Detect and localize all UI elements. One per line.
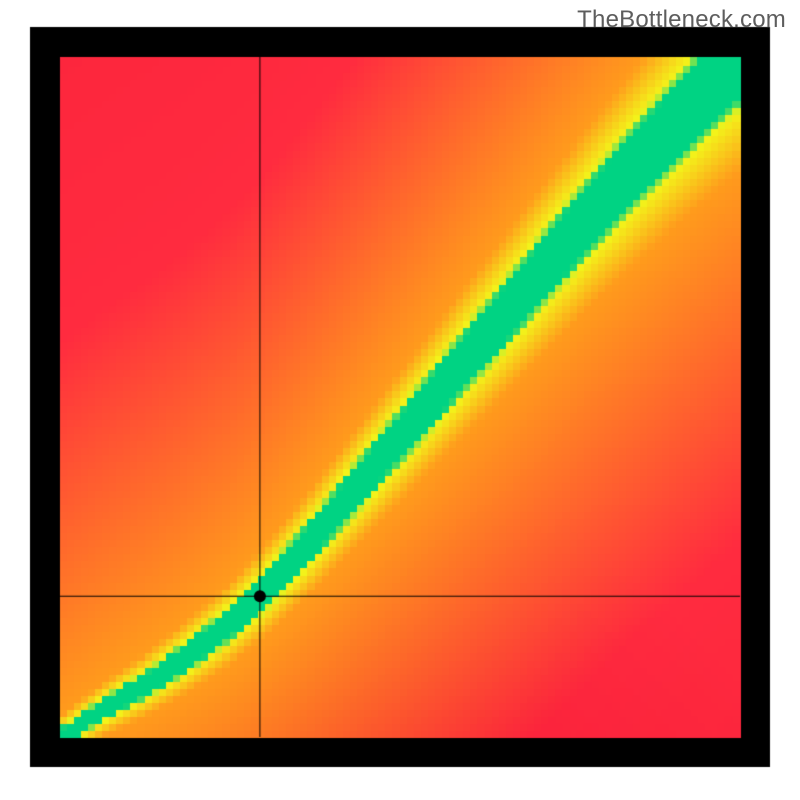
bottleneck-heatmap bbox=[0, 0, 800, 800]
watermark-text: TheBottleneck.com bbox=[577, 6, 786, 34]
